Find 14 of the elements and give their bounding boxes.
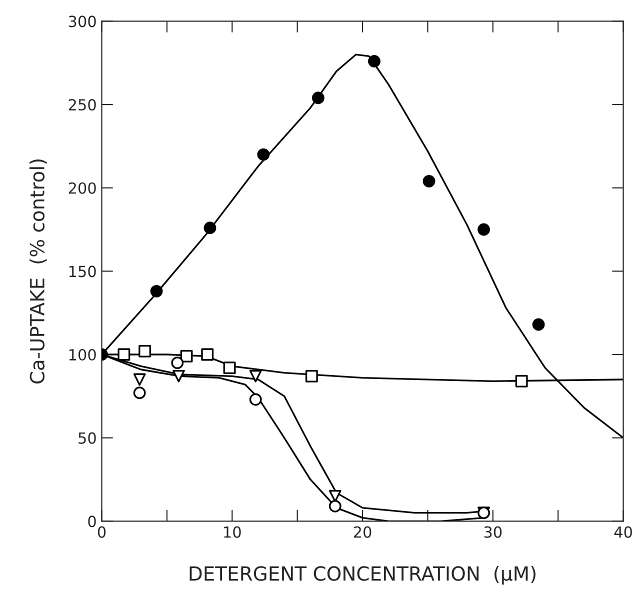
x-tick-label: 20 <box>354 526 372 538</box>
y-axis-title: Ca-UPTAKE (% control) <box>29 159 47 384</box>
y-tick-label: 0 <box>88 516 96 528</box>
y-tick-label: 100 <box>69 348 96 361</box>
y-tick-label: 200 <box>68 182 96 194</box>
y-tick-label: 250 <box>68 99 96 111</box>
x-tick-label: 10 <box>224 526 241 538</box>
y-tick-label: 300 <box>68 16 96 28</box>
x-tick-label: 40 <box>614 526 632 538</box>
x-tick-label: 0 <box>98 526 106 538</box>
y-tick-label: 50 <box>78 432 96 444</box>
x-tick-label: 30 <box>484 526 502 538</box>
y-tick-label: 150 <box>69 266 96 278</box>
x-axis-title: DETERGENT CONCENTRATION (μM) <box>190 566 536 585</box>
